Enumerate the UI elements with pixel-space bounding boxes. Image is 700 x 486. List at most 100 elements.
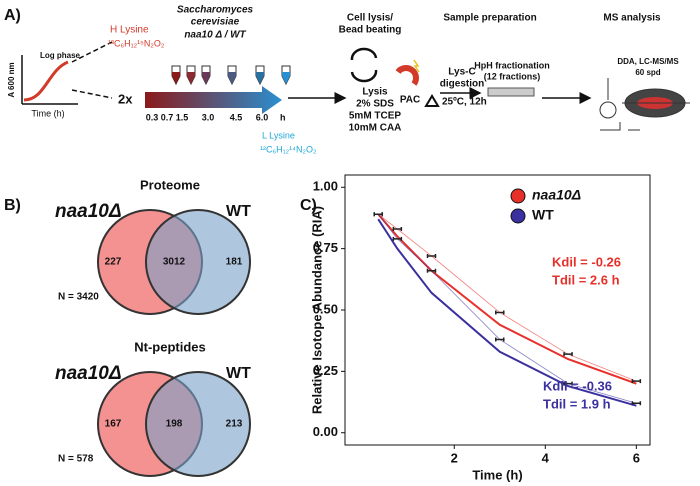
venn-title: Nt-peptides [134, 339, 206, 354]
label: cerevisiae [191, 17, 240, 28]
y-tick-label: 0.75 [313, 240, 338, 255]
y-tick-label: 0.00 [313, 424, 338, 439]
heading: Cell lysis/ [347, 13, 393, 24]
panel-label: B) [4, 197, 21, 214]
label: Lysis [362, 87, 388, 98]
growth-curve: Log phase A 600 nm Time (h) [7, 41, 113, 118]
label: H Lysine [110, 25, 149, 36]
venn-count: 198 [166, 419, 183, 430]
label: HpH fractionation [474, 60, 550, 70]
time-unit: h [280, 112, 286, 122]
point [426, 268, 437, 273]
venn-count: 167 [105, 419, 122, 430]
annotation: Kdil = -0.36 [543, 378, 612, 393]
point [631, 401, 642, 406]
label: PAC [400, 95, 420, 106]
label: 2% SDS [356, 99, 394, 110]
point [563, 381, 573, 386]
panel-label: A) [4, 7, 21, 24]
venn-left-label: naa10Δ [55, 363, 122, 384]
label: Log phase [40, 51, 81, 60]
legend-label: WT [532, 207, 554, 223]
y-tick-label: 0.25 [313, 363, 338, 378]
tube-fill [282, 72, 290, 84]
point [373, 212, 383, 217]
annotation: Tdil = 1.9 h [543, 396, 611, 411]
ms-icon [599, 78, 690, 131]
point [563, 352, 573, 357]
plot-frame [344, 174, 651, 446]
timepoint-label: 6.0 [256, 112, 269, 122]
timeline-arrow [145, 86, 282, 114]
x-tick-label: 6 [633, 450, 640, 465]
timepoint-label: 3.0 [202, 112, 215, 122]
y-tick-label: 1.00 [313, 179, 338, 194]
label: 25ºC, 12h [442, 97, 487, 108]
label: 2x [118, 91, 133, 106]
formula: ¹²C₆H₁₂¹⁴N₂O₂ [260, 144, 317, 154]
heat-icon [424, 94, 440, 107]
label: digestion [440, 79, 484, 90]
venn-total: N = 578 [58, 454, 94, 465]
x-tick-label: 4 [542, 450, 550, 465]
legend-marker [510, 188, 526, 204]
cycle-icon [350, 47, 378, 83]
venn-left-label: naa10Δ [55, 201, 122, 222]
venn-circle [145, 371, 251, 477]
legend-marker [510, 208, 526, 224]
label: L Lysine [262, 130, 295, 140]
panel-label: C) [300, 197, 317, 214]
timepoint-label: 4.5 [230, 112, 243, 122]
point [392, 236, 403, 241]
venn-count: 3012 [163, 257, 186, 268]
venn-right-label: WT [226, 203, 251, 220]
y-axis-label: Relative Isotope Abundance (RIA) [309, 206, 324, 414]
fit-line [377, 218, 637, 407]
column-icon [487, 87, 535, 97]
tube-fill [187, 72, 195, 84]
venn-circle [145, 209, 251, 315]
label: Saccharomyces [177, 5, 254, 16]
point [495, 310, 505, 315]
point [495, 337, 505, 342]
x-tick-label: 2 [451, 450, 458, 465]
label: 5mM TCEP [349, 111, 402, 122]
timepoint-label: 1.5 [176, 112, 189, 122]
tube-fill [172, 72, 180, 84]
venn-count: 227 [105, 257, 122, 268]
heading: Sample preparation [443, 13, 536, 24]
label: 60 spd [635, 68, 660, 77]
heading: MS analysis [603, 13, 661, 24]
annotation: Tdil = 2.6 h [552, 272, 620, 287]
point [426, 254, 437, 258]
fit-line [377, 213, 637, 385]
data-line [377, 214, 637, 404]
label: Lys-C [448, 67, 475, 78]
label: (12 fractions) [484, 71, 541, 81]
label: naa10 Δ / WT [184, 30, 246, 41]
axis-label: Time (h) [31, 108, 64, 118]
timepoint-label: 0.7 [161, 112, 174, 122]
y-tick-label: 0.50 [313, 301, 338, 316]
legend-label: naa10Δ [532, 187, 581, 203]
label: DDA, LC-MS/MS [617, 57, 679, 66]
magnet-icon [395, 59, 420, 86]
tube-fill [202, 72, 210, 84]
label: 10mM CAA [349, 123, 402, 134]
axis-label: A 600 nm [7, 62, 16, 97]
venn-count: 181 [226, 257, 243, 268]
annotation: Kdil = -0.26 [552, 254, 621, 269]
venn-count: 213 [226, 419, 243, 430]
tube-fill [256, 72, 264, 84]
formula: ¹³C₆H₁₂¹⁵N₂O₂ [108, 38, 165, 48]
data-line [377, 213, 637, 382]
venn-right-label: WT [226, 365, 251, 382]
venn-total: N = 3420 [58, 292, 99, 303]
heading: Bead beating [339, 25, 402, 36]
point [631, 379, 642, 384]
x-axis-label: Time (h) [472, 467, 522, 482]
venn-title: Proteome [140, 177, 200, 192]
timepoint-label: 0.3 [146, 112, 159, 122]
tube-fill [228, 72, 236, 84]
